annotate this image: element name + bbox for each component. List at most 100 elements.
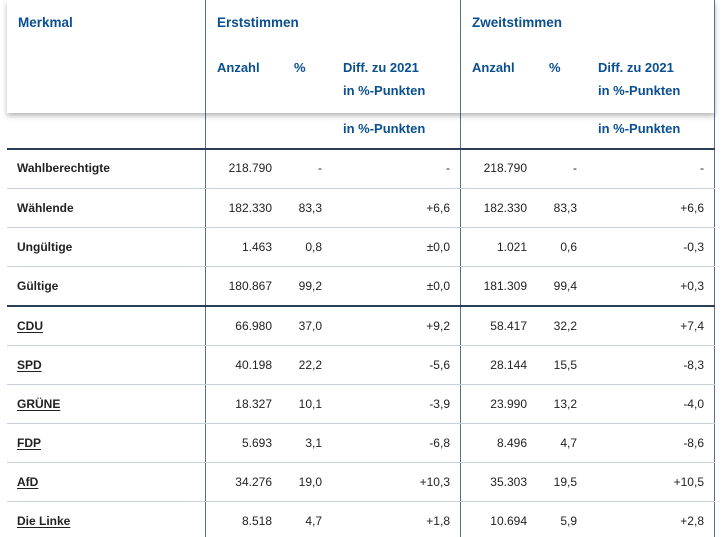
party-link[interactable]: SPD [17,358,42,372]
erst-percent-cell: - [318,161,322,175]
column-separator [460,0,461,537]
erst-diff-cell: +6,6 [426,201,450,215]
erst-diff-cell: ±0,0 [426,240,450,254]
erststimmen-header: Erststimmen [217,15,299,30]
erst-diff-header-line2: in %-Punkten [343,83,426,98]
row-label: Wahlberechtigte [17,161,110,175]
zweit-anzahl-cell: 10.694 [490,514,527,528]
zweit-percent-cell: 32,2 [553,319,577,333]
table-header: Merkmal Erststimmen Zweitstimmen Anzahl … [7,0,715,113]
erst-diff-cell: - [446,161,450,175]
party-link[interactable]: AfD [17,475,39,489]
column-separator [714,0,715,113]
row-divider [7,148,715,150]
zweit-anzahl-cell: 1.021 [496,240,527,254]
zweit-percent-cell: 15,5 [553,358,577,372]
erst-diff-cell: -6,8 [429,436,450,450]
row-divider [7,384,715,385]
erst-diff-cell: ±0,0 [426,279,450,293]
zweit-percent-cell: 13,2 [553,397,577,411]
party-link[interactable]: CDU [17,319,43,333]
row-divider [7,501,715,502]
zweit-diff-cell: -8,3 [683,358,704,372]
row-divider [7,345,715,346]
erst-percent-cell: 3,1 [305,436,322,450]
zweitstimmen-header: Zweitstimmen [472,15,563,30]
erst-anzahl-cell: 18.327 [235,397,272,411]
erst-percent-cell: 0,8 [305,240,322,254]
zweit-diff-cell: +2,8 [680,514,704,528]
zweit-percent-header: % [549,60,561,75]
zweit-percent-cell: 5,9 [560,514,577,528]
erst-diff-subheader: in %-Punkten [343,121,426,136]
erst-anzahl-cell: 34.276 [235,475,272,489]
erst-anzahl-cell: 5.693 [241,436,272,450]
zweit-diff-cell: +10,5 [673,475,704,489]
erst-anzahl-cell: 218.790 [228,161,272,175]
zweit-percent-cell: 83,3 [553,201,577,215]
erst-percent-header: % [294,60,306,75]
zweit-anzahl-header: Anzahl [472,60,515,75]
erst-percent-cell: 83,3 [298,201,322,215]
row-divider [7,188,715,189]
party-link[interactable]: Die Linke [17,514,71,528]
row-label: Ungültige [17,240,73,254]
column-separator [460,0,461,113]
erst-percent-cell: 10,1 [298,397,322,411]
zweit-anzahl-cell: 23.990 [490,397,527,411]
zweit-anzahl-cell: 28.144 [490,358,527,372]
merkmal-header: Merkmal [18,15,73,30]
zweit-diff-cell: -0,3 [683,240,704,254]
zweit-anzahl-cell: 8.496 [496,436,527,450]
column-separator [205,0,206,537]
erst-diff-header-line1: Diff. zu 2021 [343,60,419,75]
zweit-percent-cell: - [573,161,577,175]
zweit-diff-cell: +7,4 [680,319,704,333]
erst-anzahl-cell: 66.980 [235,319,272,333]
row-divider [7,423,715,424]
erst-diff-cell: -3,9 [429,397,450,411]
row-label: Gültige [17,279,59,293]
erst-anzahl-cell: 1.463 [241,240,272,254]
erst-anzahl-cell: 40.198 [235,358,272,372]
zweit-diff-cell: +6,6 [680,201,704,215]
zweit-diff-cell: -4,0 [683,397,704,411]
column-separator [205,0,206,113]
erst-percent-cell: 19,0 [298,475,322,489]
zweit-diff-cell: - [700,161,704,175]
erst-anzahl-cell: 182.330 [228,201,272,215]
row-divider [7,266,715,267]
erst-percent-cell: 22,2 [298,358,322,372]
zweit-diff-cell: -8,6 [683,436,704,450]
party-link[interactable]: FDP [17,436,41,450]
erst-anzahl-header: Anzahl [217,60,260,75]
erst-diff-cell: +9,2 [426,319,450,333]
zweit-anzahl-cell: 182.330 [483,201,527,215]
zweit-anzahl-cell: 218.790 [483,161,527,175]
zweit-diff-subheader: in %-Punkten [598,121,681,136]
erst-percent-cell: 37,0 [298,319,322,333]
party-link[interactable]: GRÜNE [17,397,61,411]
zweit-anzahl-cell: 35.303 [490,475,527,489]
row-divider [7,227,715,228]
erst-diff-cell: +1,8 [426,514,450,528]
zweit-anzahl-cell: 181.309 [483,279,527,293]
erst-anzahl-cell: 180.867 [228,279,272,293]
zweit-diff-cell: +0,3 [680,279,704,293]
erst-anzahl-cell: 8.518 [241,514,272,528]
zweit-percent-cell: 19,5 [553,475,577,489]
zweit-diff-header-line1: Diff. zu 2021 [598,60,674,75]
zweit-percent-cell: 99,4 [553,279,577,293]
erst-diff-cell: -5,6 [429,358,450,372]
row-divider [7,305,715,307]
zweit-percent-cell: 0,6 [560,240,577,254]
row-divider [7,462,715,463]
zweit-anzahl-cell: 58.417 [490,319,527,333]
erst-percent-cell: 4,7 [305,514,322,528]
zweit-percent-cell: 4,7 [560,436,577,450]
erst-percent-cell: 99,2 [298,279,322,293]
row-label: Wählende [17,201,74,215]
column-separator [714,0,715,537]
zweit-diff-header-line2: in %-Punkten [598,83,681,98]
erst-diff-cell: +10,3 [419,475,450,489]
